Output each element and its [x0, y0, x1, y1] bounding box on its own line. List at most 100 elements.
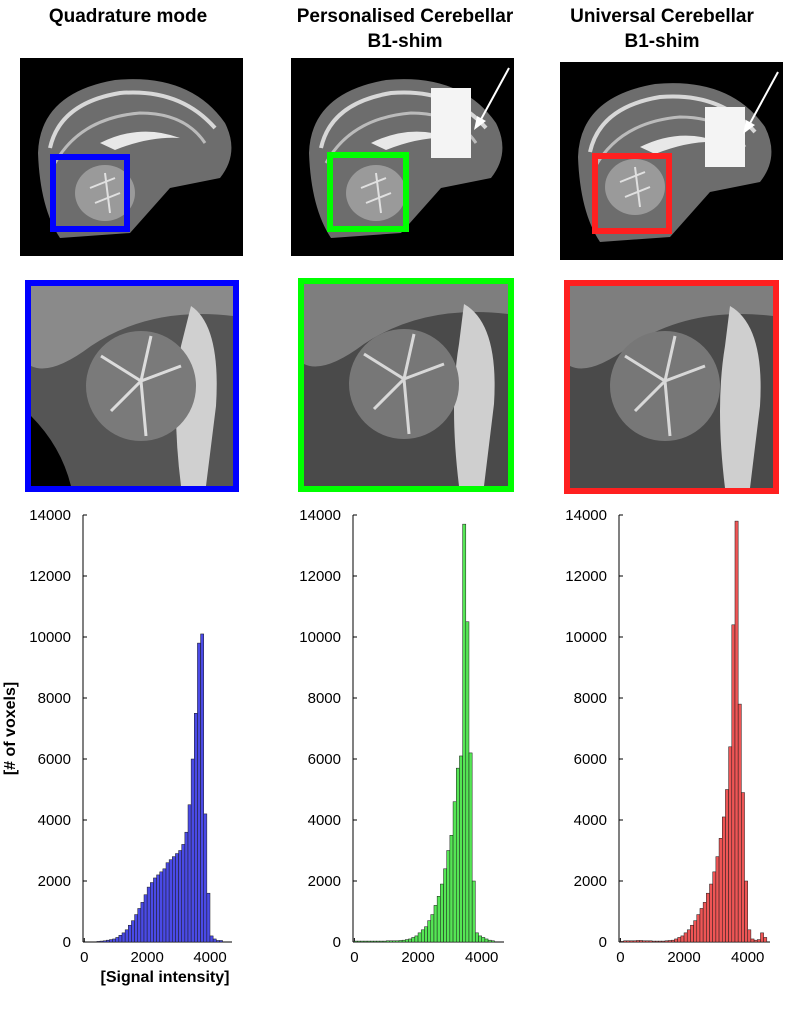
histogram-bar — [696, 914, 701, 943]
histogram-bar — [430, 914, 435, 943]
histogram-bar — [200, 633, 204, 943]
histogram-bar — [172, 856, 176, 943]
y-tick-label: 2000 — [308, 873, 341, 890]
y-tick-label: 14000 — [565, 507, 607, 524]
y-tick-label: 12000 — [29, 568, 71, 585]
histogram-bar — [626, 940, 631, 943]
cerebellum-zoom-image — [304, 284, 508, 486]
histogram-bar — [128, 924, 132, 943]
histogram-bar — [725, 789, 729, 943]
histogram-bar — [629, 940, 634, 943]
histogram-bar — [159, 871, 164, 943]
panel-title-line1: Quadrature mode — [48, 6, 208, 27]
histogram-bar — [636, 940, 640, 943]
arrow-icon — [474, 67, 510, 130]
y-tick-label: 0 — [333, 934, 341, 951]
histogram-bar — [471, 880, 476, 943]
histogram-bar — [651, 940, 656, 943]
histogram-bar — [156, 874, 160, 943]
histogram-bar — [661, 940, 666, 943]
y-axis-label: [# of voxels] — [2, 682, 19, 775]
histogram-bar — [408, 938, 412, 943]
x-tick-label: 0 — [80, 949, 88, 966]
histogram-bar — [405, 939, 409, 943]
histogram-bar — [379, 940, 384, 943]
histogram-bar — [112, 938, 116, 943]
y-tick-label: 6000 — [308, 751, 341, 768]
histogram-bar — [190, 758, 195, 943]
histogram-bar — [760, 932, 764, 943]
histogram-bar — [690, 924, 694, 943]
histogram-bar — [658, 940, 663, 943]
histogram-bar — [178, 850, 182, 943]
mri-sagittal-personalised — [291, 58, 514, 256]
histogram-bar — [143, 894, 148, 943]
y-tick-label: 12000 — [299, 568, 341, 585]
histogram-bar — [721, 816, 726, 943]
histogram-figure: 0 2000 4000 6000 8000 10000 12000 14000 0 2000 400… — [2, 507, 770, 986]
histogram-bar — [385, 940, 390, 943]
histogram-bar — [484, 938, 489, 943]
y-tick-label: 0 — [63, 934, 71, 951]
panel-title-line1: Universal Cerebellar — [570, 6, 754, 27]
histogram-bar — [219, 940, 223, 943]
panel-title-quadrature: Quadrature mode — [0, 4, 263, 29]
histogram-bar — [446, 850, 451, 943]
histogram-bar — [709, 883, 713, 943]
histogram-bar — [115, 937, 120, 943]
histogram-bar — [184, 831, 189, 943]
x-tick-label: 0 — [616, 949, 624, 966]
histogram-bar — [106, 939, 110, 943]
y-tick-label: 12000 — [565, 568, 607, 585]
y-tick-label: 8000 — [38, 690, 71, 707]
arrow-icon — [743, 71, 779, 134]
panel-title-universal: Universal Cerebellar B1-shim — [527, 4, 789, 54]
histogram-bar — [153, 877, 157, 943]
cerebellum-zoom-image — [570, 286, 773, 488]
histogram-bar — [475, 932, 479, 943]
y-tick-label: 10000 — [565, 629, 607, 646]
panel-title-line1: Personalised Cerebellar — [296, 6, 514, 27]
histogram-bar — [702, 902, 707, 943]
histogram-bar — [699, 908, 704, 943]
histogram-bar — [763, 937, 768, 943]
histogram-bar — [468, 752, 473, 943]
histogram-bar — [459, 755, 463, 943]
histogram-bar — [728, 746, 733, 943]
histogram-bar — [455, 767, 460, 943]
histogram-bar — [443, 868, 447, 943]
histogram-bar — [639, 940, 643, 943]
histogram-bar — [645, 940, 650, 943]
histogram-bar — [96, 941, 101, 943]
x-tick-label: 2000 — [401, 949, 434, 966]
histogram-bar — [203, 813, 208, 943]
histogram-bar — [712, 871, 717, 943]
y-tick-label: 14000 — [29, 507, 71, 524]
histogram-bar — [360, 940, 365, 943]
roi-box-blue — [50, 154, 130, 232]
histogram-bar — [686, 929, 691, 943]
histogram-bar — [440, 883, 444, 943]
x-tick-label: 4000 — [465, 949, 498, 966]
histogram-bar — [642, 940, 647, 943]
histogram-bar — [414, 935, 419, 943]
histogram-panel-3: 0 2000 4000 6000 8000 10000 12000 14000 0 2000 400… — [565, 507, 770, 966]
histogram-bar — [131, 920, 135, 943]
zoom-view-universal — [564, 280, 779, 494]
y-tick-label: 6000 — [574, 751, 607, 768]
histogram-bar — [392, 940, 397, 943]
mri-sagittal-quadrature — [20, 58, 243, 256]
histogram-bar — [693, 920, 698, 943]
histogram-bar — [417, 932, 422, 943]
histogram-bar — [667, 940, 672, 943]
histogram-bar — [462, 523, 467, 943]
panel-title-line2: B1-shim — [367, 31, 443, 52]
histogram-bar — [389, 940, 393, 943]
y-tick-label: 4000 — [308, 812, 341, 829]
histogram-bar — [382, 940, 387, 943]
histogram-bar — [373, 940, 377, 943]
histogram-bar — [187, 804, 192, 943]
histogram-bar — [168, 859, 173, 943]
histogram-bar — [620, 941, 624, 943]
y-tick-label: 8000 — [308, 690, 341, 707]
